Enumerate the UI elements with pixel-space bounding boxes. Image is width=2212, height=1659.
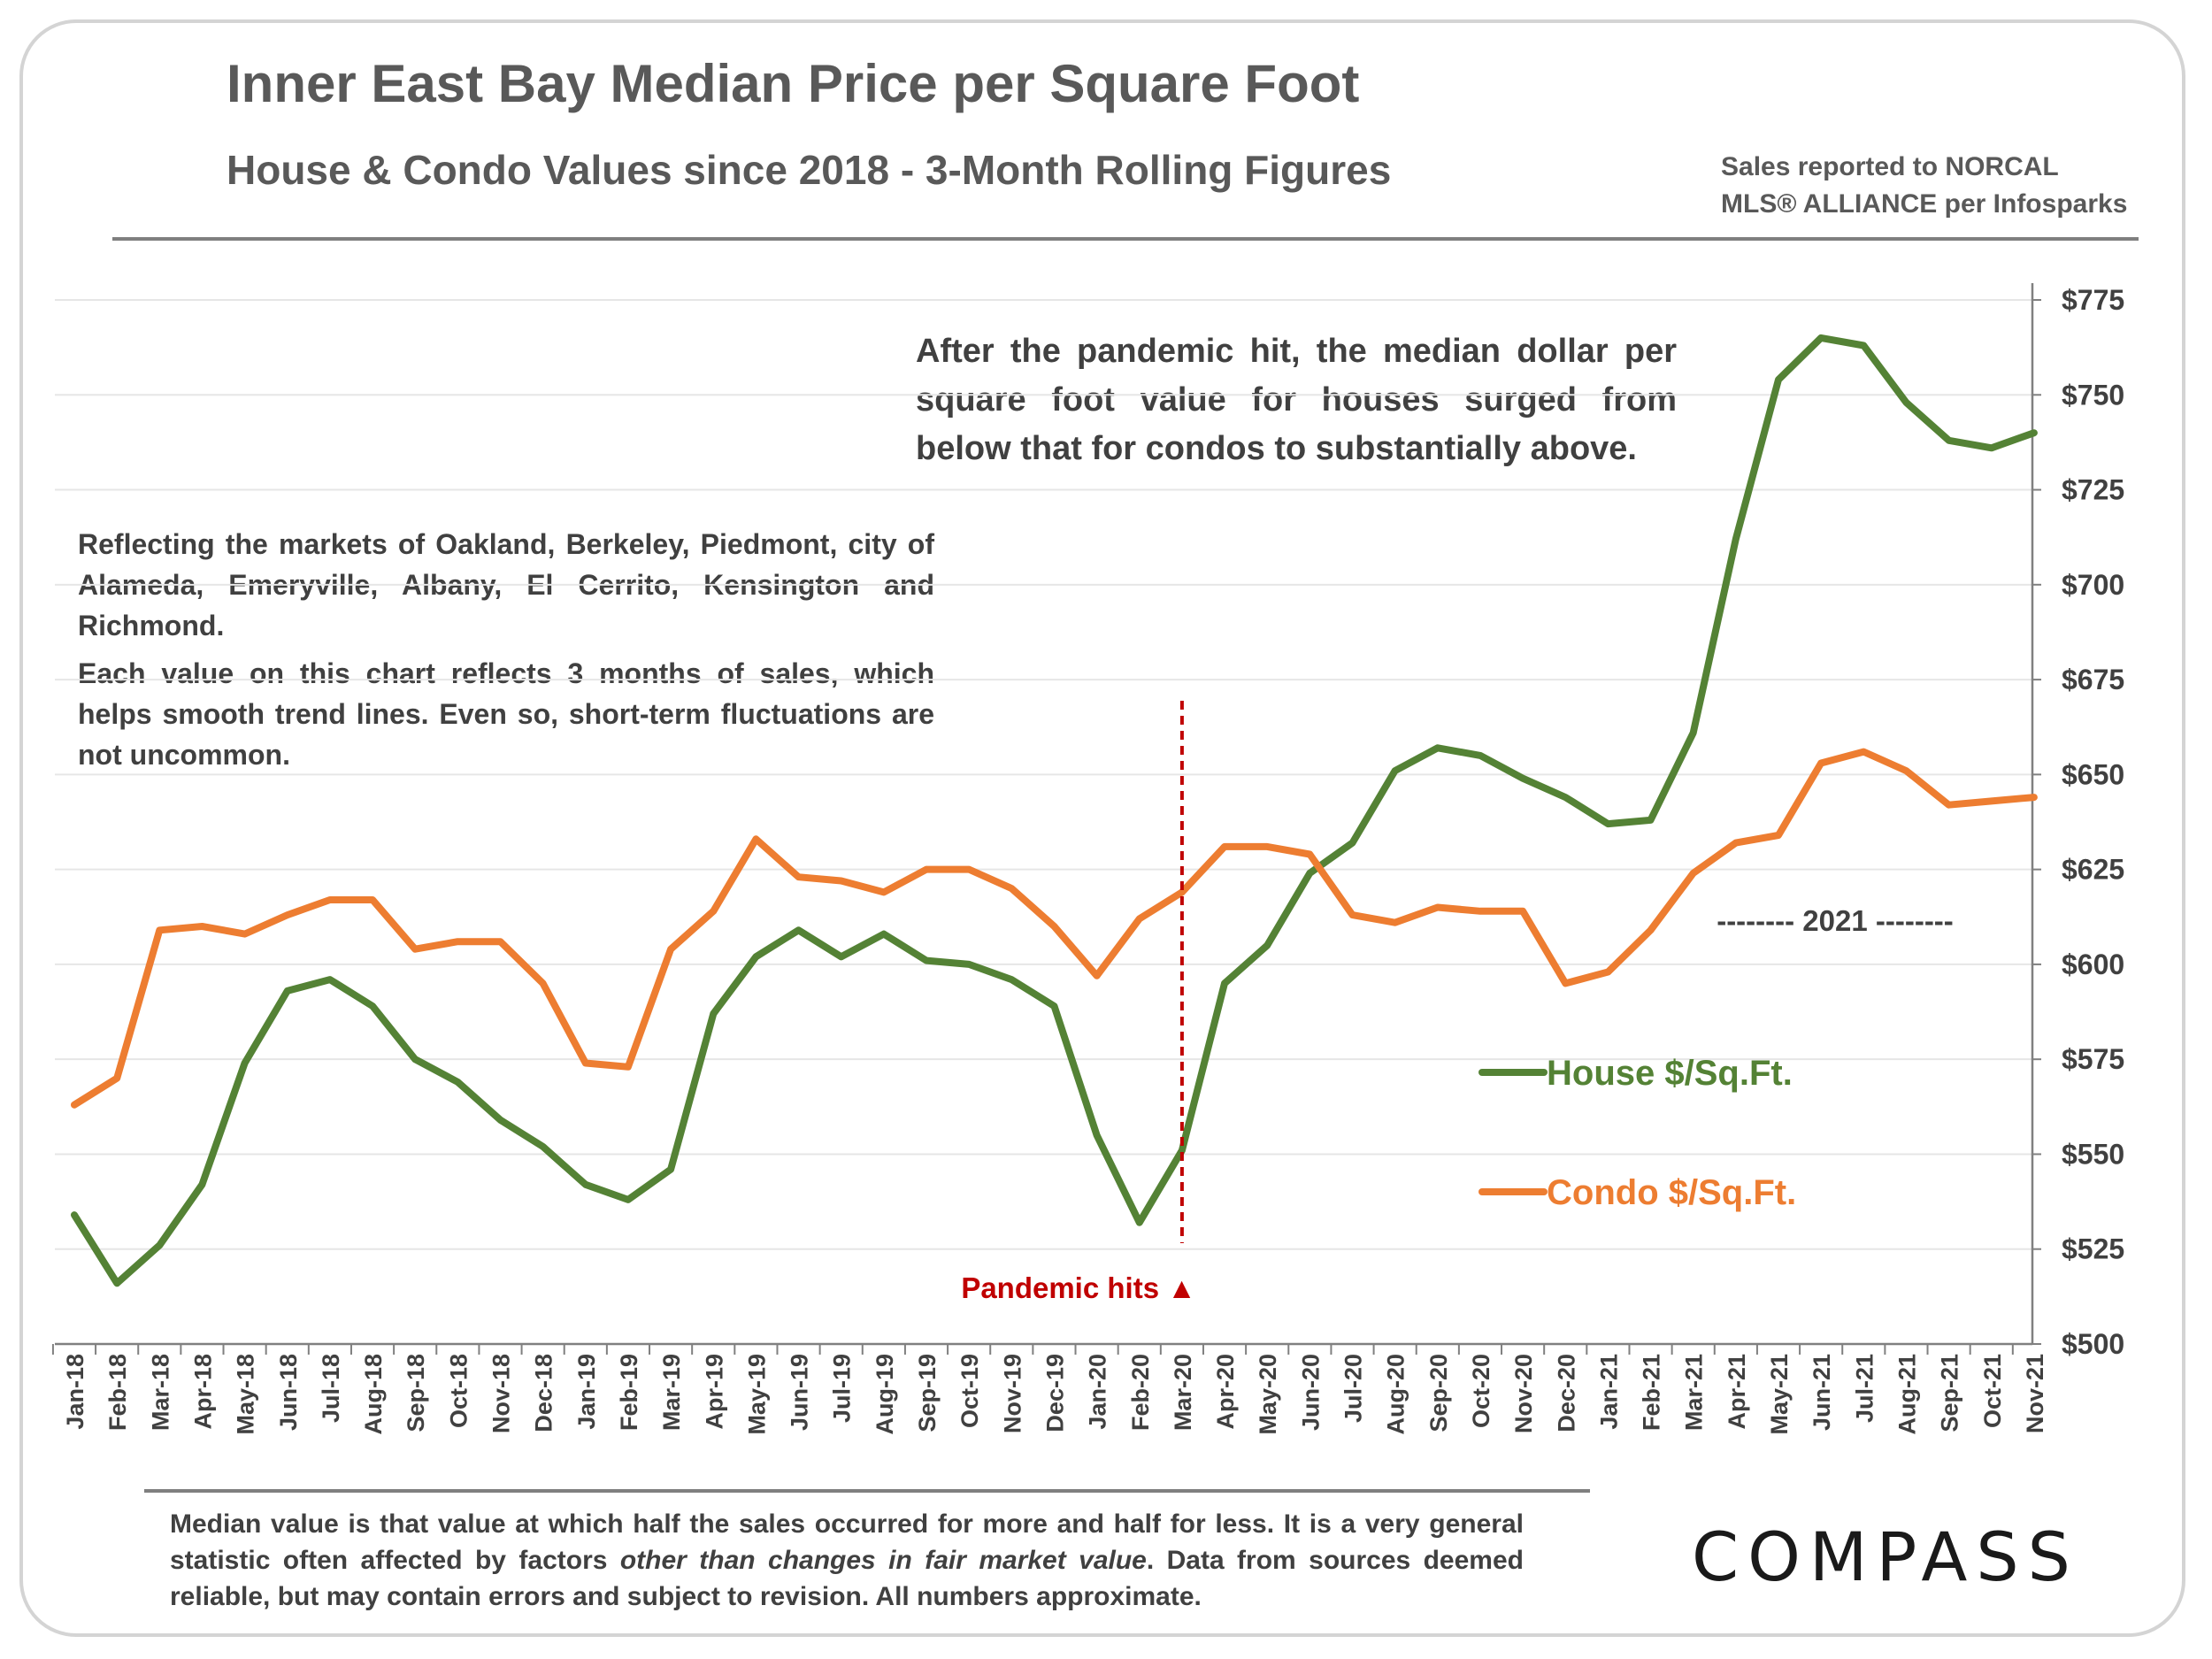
x-tick-label: Mar-20 (1170, 1354, 1196, 1431)
house-series-line (71, 334, 2038, 1287)
y-tick-label: $700 (2062, 569, 2124, 601)
x-tick-label: Oct-19 (956, 1354, 983, 1428)
y-tick-label: $600 (2062, 949, 2124, 980)
x-tick-label: Oct-20 (1468, 1354, 1494, 1428)
chart-annotations: Pandemic hits ▲ -------- 2021 -------- (961, 904, 1953, 1304)
y-tick-label: $750 (2062, 379, 2124, 411)
x-tick-label: Jan-19 (573, 1354, 600, 1430)
x-tick-label: Apr-21 (1724, 1354, 1750, 1430)
x-tick-label: Sep-18 (403, 1354, 429, 1432)
x-tick-label: Dec-20 (1553, 1354, 1579, 1432)
x-tick-label: Mar-18 (147, 1354, 173, 1431)
y-tick-label: $525 (2062, 1233, 2124, 1265)
smoothing-annotation: Each value on this chart reflects 3 mont… (78, 657, 934, 771)
x-tick-label: Apr-18 (189, 1354, 216, 1430)
x-tick-label: Sep-19 (914, 1354, 941, 1432)
line-chart: $500 $525 $550 $575 $600 $625 $650 $675 $700 $725… (51, 283, 2124, 1435)
x-tick-label: May-20 (1255, 1354, 1281, 1435)
y-tick-label: $575 (2062, 1043, 2124, 1075)
x-tick-label: Apr-19 (701, 1354, 727, 1430)
chart-frame (19, 19, 2185, 1637)
x-tick-label: Jul-19 (829, 1354, 856, 1423)
x-tick-label: Oct-21 (1979, 1354, 2006, 1428)
pandemic-summary-annotation: After the pandemic hit, the median dolla… (916, 333, 1677, 467)
x-tick-label: Jan-21 (1595, 1354, 1622, 1430)
gridlines (55, 299, 2032, 1250)
legend-house-label: House $/Sq.Ft. (1547, 1054, 1793, 1093)
legend-condo-label: Condo $/Sq.Ft. (1547, 1173, 1796, 1212)
x-tick-label: May-21 (1766, 1354, 1793, 1435)
y-tick-label: $650 (2062, 758, 2124, 790)
x-tick-label: Jan-18 (62, 1354, 88, 1430)
axes (51, 283, 2041, 1355)
x-tick-label: Apr-20 (1212, 1354, 1239, 1430)
x-tick-label: Jun-19 (787, 1354, 813, 1431)
x-tick-label: Feb-19 (616, 1354, 642, 1431)
x-tick-label: Oct-18 (445, 1354, 472, 1428)
footer-note-part-1: Median value is that value at which half… (170, 1509, 1524, 1575)
x-tick-label: Mar-19 (658, 1354, 685, 1431)
y-tick-label: $725 (2062, 474, 2124, 506)
x-tick-label: Sep-21 (1937, 1354, 1963, 1432)
legend: House $/Sq.Ft. Condo $/Sq.Ft. (1479, 1054, 1796, 1212)
x-tick-label: Mar-21 (1681, 1354, 1708, 1431)
x-tick-label: Feb-20 (1127, 1354, 1154, 1431)
chart-title: Inner East Bay Median Price per Square F… (227, 54, 1360, 113)
x-tick-label: Aug-18 (360, 1354, 387, 1435)
x-tick-label: Aug-21 (1893, 1354, 1920, 1435)
x-tick-label: Jul-18 (318, 1354, 344, 1423)
x-tick-label: Feb-18 (104, 1354, 131, 1431)
footer-note-part-2: . Data from sources deemed reliable, but… (170, 1546, 1524, 1611)
x-tick-label: Dec-18 (531, 1354, 557, 1432)
y-tick-label: $675 (2062, 664, 2124, 695)
x-tick-label: Aug-20 (1383, 1354, 1409, 1435)
y-tick-label: $775 (2062, 284, 2124, 316)
chart-subtitle: House & Condo Values since 2018 - 3-Mont… (227, 147, 1392, 193)
x-tick-label: Feb-21 (1639, 1354, 1665, 1431)
y-tick-label: $500 (2062, 1328, 2124, 1360)
x-tick-label: Jan-20 (1085, 1354, 1111, 1430)
x-tick-label: Nov-21 (2022, 1354, 2048, 1433)
x-tick-label: Jul-20 (1340, 1354, 1367, 1423)
x-tick-label: Nov-18 (488, 1354, 515, 1433)
x-tick-label: Dec-19 (1041, 1354, 1068, 1432)
footer-divider (144, 1489, 1590, 1493)
source-line-2: MLS® ALLIANCE per Infosparks (1721, 189, 2128, 219)
x-tick-label: Jun-21 (1809, 1354, 1835, 1431)
condo-series-line (71, 748, 2038, 1109)
y-tick-label: $625 (2062, 854, 2124, 886)
x-tick-label: Jul-21 (1851, 1354, 1878, 1423)
series-lines (71, 334, 2038, 1287)
compass-logo: COMPASS (1692, 1517, 2079, 1596)
x-tick-label: May-19 (743, 1354, 770, 1435)
footer-note-italic: other than changes in fair market value (619, 1546, 1147, 1575)
x-tick-label: Aug-19 (872, 1354, 898, 1435)
x-tick-label: Jun-18 (275, 1354, 302, 1431)
x-tick-label: Nov-20 (1510, 1354, 1537, 1433)
source-line-1: Sales reported to NORCAL (1721, 152, 2059, 181)
tick-labels: $500 $525 $550 $575 $600 $625 $650 $675 $700 $725… (62, 284, 2124, 1435)
x-tick-label: Sep-20 (1425, 1354, 1452, 1432)
year-2021-bracket: -------- 2021 -------- (1717, 904, 1954, 937)
pandemic-marker-label: Pandemic hits ▲ (961, 1271, 1196, 1304)
x-tick-label: Jun-20 (1297, 1354, 1324, 1431)
y-tick-label: $550 (2062, 1138, 2124, 1170)
source-note: Sales reported to NORCAL MLS® ALLIANCE p… (1721, 149, 2127, 223)
footer-disclaimer: Median value is that value at which half… (170, 1506, 1524, 1615)
header-divider (112, 237, 2139, 241)
x-tick-label: May-18 (233, 1354, 259, 1435)
x-tick-label: Nov-19 (999, 1354, 1025, 1433)
